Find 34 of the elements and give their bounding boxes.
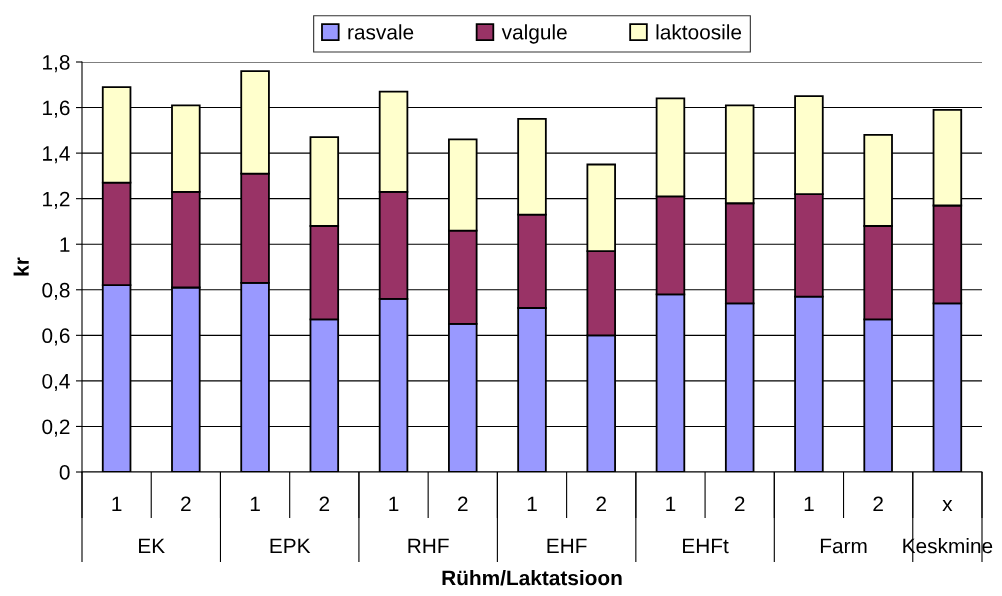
x-tick-label: 1 bbox=[389, 496, 399, 512]
y-tick-label: 1,4 bbox=[43, 146, 70, 164]
y-tick-label: 1,2 bbox=[43, 191, 70, 209]
text: EPK bbox=[270, 538, 311, 554]
x-tick-label: 1 bbox=[666, 496, 676, 512]
x-tick-label: 1 bbox=[112, 496, 122, 512]
x-tick-label: 2 bbox=[596, 496, 606, 512]
y-tick-label: 0,4 bbox=[42, 373, 70, 392]
y-tick-label: 0,6 bbox=[42, 328, 70, 346]
text: EHF bbox=[547, 538, 587, 554]
y-tick-label: 1,8 bbox=[43, 55, 70, 73]
legend-label: valgule bbox=[501, 24, 567, 44]
y-tick-label: 0,2 bbox=[42, 419, 70, 437]
x-tick-label: 1 bbox=[804, 496, 814, 512]
text: RHF bbox=[408, 538, 449, 554]
text: EK bbox=[139, 538, 165, 554]
x-tick-label: 2 bbox=[458, 496, 468, 512]
x-tick-label: 1 bbox=[527, 496, 537, 512]
y-tick-label: 1 bbox=[60, 237, 70, 252]
y-axis-title: kr bbox=[13, 257, 29, 276]
text: Farm bbox=[820, 538, 867, 554]
y-tick-label: 0 bbox=[59, 465, 70, 480]
x-tick-label: x bbox=[942, 500, 953, 512]
x-tick-label: 2 bbox=[873, 496, 883, 512]
legend-label: rasvale bbox=[348, 24, 414, 40]
x-tick-label: 2 bbox=[181, 496, 191, 512]
x-tick-label: 2 bbox=[319, 496, 330, 512]
y-tick-label: 1,6 bbox=[43, 100, 70, 118]
x-axis-title: Rühm/Laktatsioon bbox=[442, 570, 622, 586]
x-tick-label: 1 bbox=[250, 496, 260, 512]
legend-label: laktoosile bbox=[656, 24, 742, 40]
x-tick-label: 2 bbox=[734, 496, 745, 512]
text: EHFt bbox=[683, 538, 729, 554]
y-tick-label: 0,8 bbox=[42, 282, 70, 300]
